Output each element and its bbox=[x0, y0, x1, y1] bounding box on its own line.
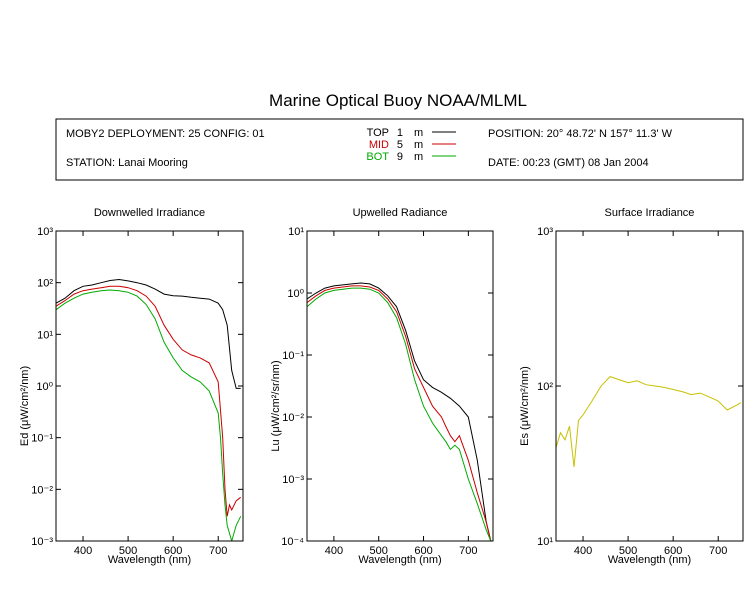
chart-title: Surface Irradiance bbox=[605, 207, 695, 219]
x-tick-label: 600 bbox=[414, 545, 432, 557]
x-tick-label: 700 bbox=[209, 545, 227, 557]
x-tick-label: 400 bbox=[74, 545, 92, 557]
y-tick-label: 10⁰ bbox=[287, 288, 304, 300]
legend-bot-unit: m bbox=[414, 151, 423, 163]
y-tick-label: 10¹ bbox=[537, 536, 553, 548]
x-axis-label: Wavelength (nm) bbox=[608, 554, 691, 566]
y-tick-label: 10⁻³ bbox=[31, 536, 53, 548]
x-tick-label: 700 bbox=[459, 545, 477, 557]
plot-frame bbox=[555, 230, 744, 542]
x-tick-label: 400 bbox=[574, 545, 592, 557]
y-axis-label: Es (μW/cm²/nm) bbox=[519, 366, 531, 446]
series-line-bot bbox=[56, 289, 242, 541]
legend-mid-depth: 5 bbox=[397, 139, 403, 151]
upwelled-radiance-chart: Upwelled Radiance 400 500 600 700 10⁻⁴ 10⁻³ 10⁻… bbox=[270, 207, 494, 566]
deployment-text: MOBY2 DEPLOYMENT: 25 CONFIG: 01 bbox=[66, 128, 265, 140]
x-tick-label: 500 bbox=[370, 545, 388, 557]
x-tick-label: 600 bbox=[164, 545, 182, 557]
plot-frame bbox=[55, 230, 244, 542]
y-tick-label: 10⁻² bbox=[282, 412, 304, 424]
legend-mid-label: MID bbox=[369, 139, 389, 151]
x-tick-label: 500 bbox=[119, 545, 137, 557]
legend-mid: MID 5 m bbox=[369, 139, 456, 151]
y-tick-label: 10³ bbox=[537, 226, 553, 238]
y-tick-label: 10¹ bbox=[37, 329, 53, 341]
y-tick-label: 10⁻² bbox=[31, 484, 53, 496]
series-line-top bbox=[56, 278, 241, 389]
x-axis-label: Wavelength (nm) bbox=[358, 554, 441, 566]
x-tick-label: 600 bbox=[664, 545, 682, 557]
y-tick-label: 10¹ bbox=[288, 226, 304, 238]
y-tick-label: 10⁰ bbox=[36, 381, 53, 393]
y-axis-label: Lu (μW/cm²/sr/nm) bbox=[270, 360, 282, 451]
info-box bbox=[55, 118, 744, 181]
chart-title: Downwelled Irradiance bbox=[94, 207, 205, 219]
legend-top-label: TOP bbox=[367, 127, 389, 139]
downwelled-irradiance-chart: Downwelled Irradiance 400 500 600 700 10⁻³ 10⁻… bbox=[19, 207, 244, 566]
y-tick-label: 10² bbox=[537, 381, 553, 393]
chart-title: Upwelled Radiance bbox=[353, 207, 448, 219]
y-tick-label: 10⁻¹ bbox=[282, 350, 304, 362]
x-tick-label: 500 bbox=[619, 545, 637, 557]
series-line-bot bbox=[307, 287, 492, 541]
y-tick-label: 10⁻¹ bbox=[31, 433, 53, 445]
series-line-mid bbox=[56, 285, 242, 517]
legend-top-unit: m bbox=[414, 127, 423, 139]
legend-bot: BOT 9 m bbox=[366, 151, 456, 163]
y-tick-label: 10³ bbox=[37, 226, 53, 238]
series-line-mid bbox=[307, 285, 492, 541]
legend-bot-label: BOT bbox=[366, 151, 389, 163]
series-line-top bbox=[307, 282, 492, 541]
y-tick-label: 10⁻⁴ bbox=[281, 536, 304, 548]
x-axis-label: Wavelength (nm) bbox=[108, 554, 191, 566]
y-axis-label: Ed (μW/cm²/nm) bbox=[19, 366, 31, 446]
legend-top: TOP 1 m bbox=[367, 127, 456, 139]
x-tick-label: 700 bbox=[709, 545, 727, 557]
legend-top-depth: 1 bbox=[397, 127, 403, 139]
station-text: STATION: Lanai Mooring bbox=[66, 157, 188, 169]
depth-legend: TOP 1 m MID 5 m BOT 9 m bbox=[366, 127, 456, 163]
position-text: POSITION: 20° 48.72' N 157° 11.3' W bbox=[488, 128, 673, 140]
legend-mid-unit: m bbox=[414, 139, 423, 151]
series-line-es bbox=[556, 376, 741, 468]
y-tick-label: 10⁻³ bbox=[282, 474, 304, 486]
page-title: Marine Optical Buoy NOAA/MLML bbox=[269, 91, 527, 110]
date-text: DATE: 00:23 (GMT) 08 Jan 2004 bbox=[488, 157, 649, 169]
surface-irradiance-chart: Surface Irradiance 400 500 600 700 10¹ 10² 10³ W… bbox=[519, 207, 744, 566]
plot-frame bbox=[306, 230, 494, 542]
x-tick-label: 400 bbox=[325, 545, 343, 557]
legend-bot-depth: 9 bbox=[397, 151, 403, 163]
y-tick-label: 10² bbox=[37, 278, 53, 290]
